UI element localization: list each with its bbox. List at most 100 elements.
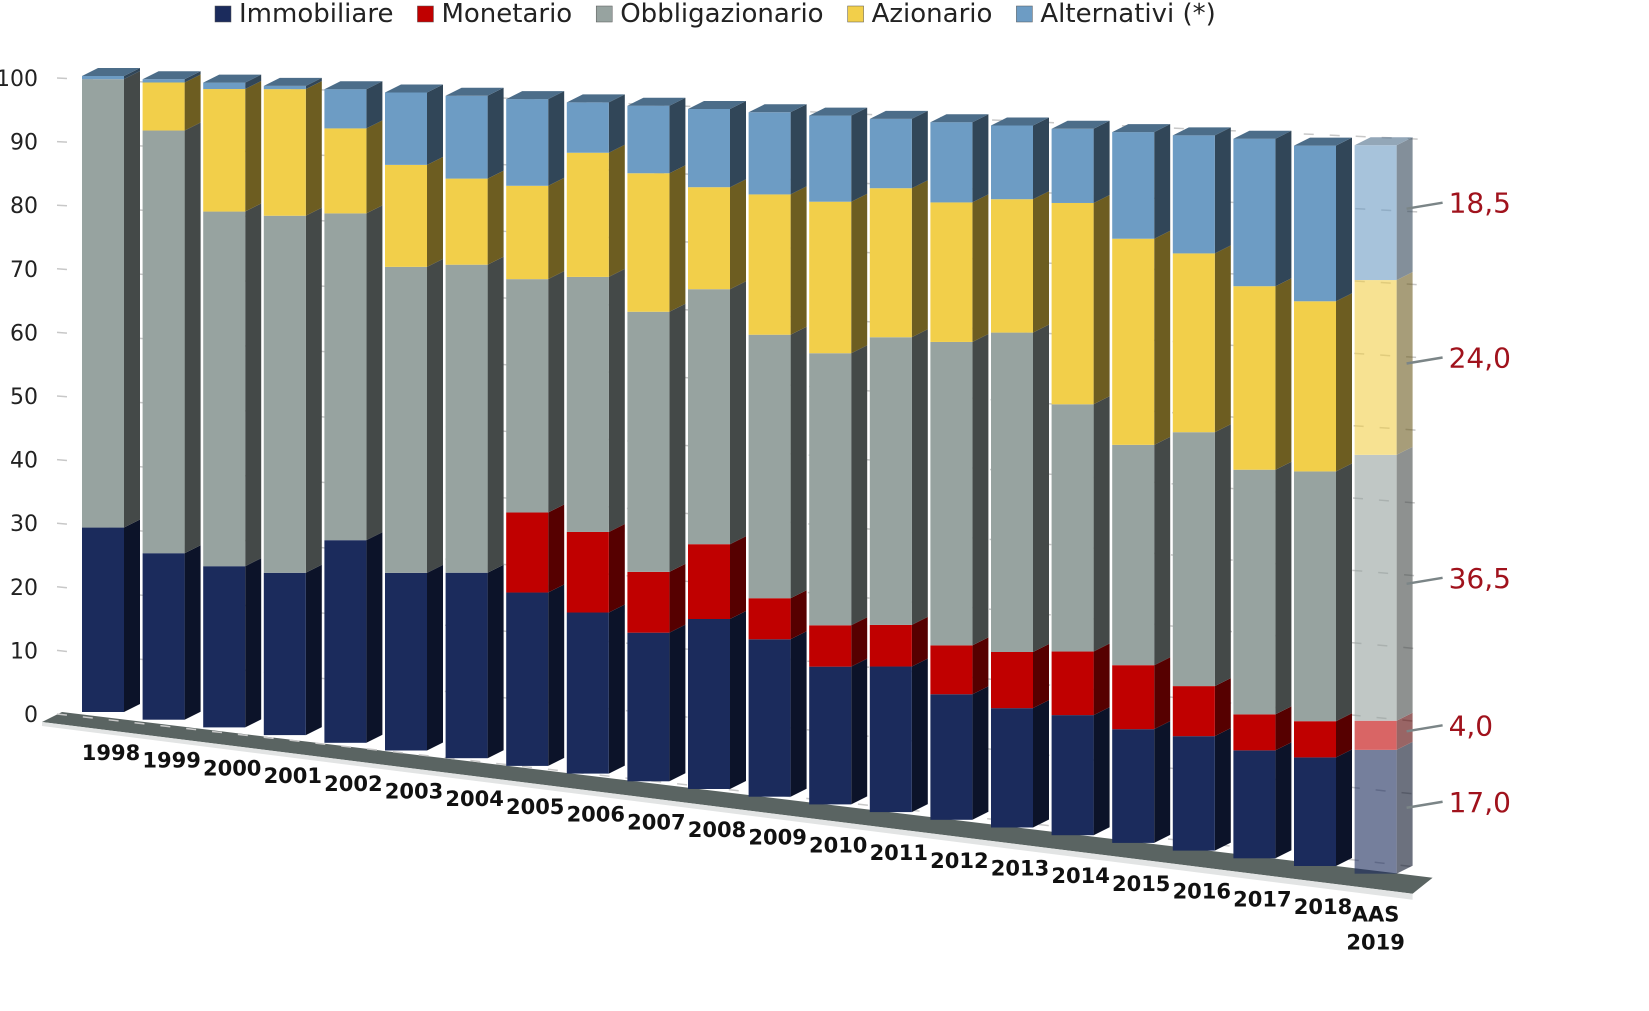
annotation-label: 4,0 bbox=[1449, 709, 1494, 742]
bar-side-Alternativi (*) bbox=[911, 110, 928, 189]
bar-segment-Alternativi (*) bbox=[1233, 138, 1276, 287]
x-tick-label: 2016 bbox=[1173, 880, 1231, 904]
legend-swatch-Alternativi (*) bbox=[1016, 5, 1033, 23]
bar-side-Azionario bbox=[851, 193, 868, 354]
bar-segment-Immobiliare bbox=[385, 572, 427, 751]
bar-segment-Alternativi (*) bbox=[748, 112, 791, 195]
bar-segment-Monetario bbox=[1294, 721, 1336, 758]
bar-side-Monetario bbox=[1275, 706, 1292, 751]
y-tick-label: 40 bbox=[10, 449, 38, 474]
bar-top bbox=[991, 117, 1049, 126]
bar-side-Alternativi (*) bbox=[669, 97, 686, 174]
bar-segment-Immobiliare bbox=[1112, 729, 1155, 843]
legend-swatch-Immobiliare bbox=[214, 5, 232, 23]
bar-segment-Monetario bbox=[506, 512, 549, 593]
bar-side-Immobiliare bbox=[1275, 742, 1292, 859]
bar-side-Obbligazionario bbox=[245, 203, 262, 567]
bar-segment-Obbligazionario bbox=[324, 213, 367, 541]
bar-segment-Azionario bbox=[1354, 280, 1397, 455]
annotation-leader bbox=[1406, 576, 1443, 586]
bar-2008 bbox=[688, 101, 746, 789]
x-tick-label: 2011 bbox=[870, 841, 928, 865]
bar-side-Monetario bbox=[790, 590, 807, 640]
bar-side-Immobiliare bbox=[548, 584, 565, 766]
bar-top bbox=[506, 91, 565, 100]
annotation-label: 17,0 bbox=[1449, 786, 1511, 819]
bar-segment-Immobiliare bbox=[809, 666, 852, 805]
bar-segment-Monetario bbox=[688, 544, 730, 619]
bar-segment-Azionario bbox=[1294, 301, 1336, 472]
y-tick-label: 80 bbox=[10, 194, 38, 219]
bar-side-Immobiliare bbox=[305, 564, 322, 736]
bar-side-Alternativi (*) bbox=[245, 74, 262, 90]
bar-side-Alternativi (*) bbox=[851, 107, 868, 202]
bar-segment-Alternativi (*) bbox=[506, 99, 549, 186]
bar-segment-Obbligazionario bbox=[1354, 454, 1397, 721]
bar-segment-Obbligazionario bbox=[991, 332, 1033, 652]
bar-2001 bbox=[263, 77, 322, 736]
bar-side-Azionario bbox=[911, 180, 928, 338]
bar-segment-Azionario bbox=[1051, 202, 1094, 405]
bar-segment-Monetario bbox=[930, 645, 973, 695]
annotation-label: 18,5 bbox=[1449, 187, 1511, 220]
bar-side-Obbligazionario bbox=[972, 333, 989, 646]
bar-segment-Azionario bbox=[991, 199, 1033, 333]
bar-side-Alternativi (*) bbox=[730, 101, 746, 188]
bar-segment-Alternativi (*) bbox=[1354, 145, 1397, 281]
x-tick-label: 1999 bbox=[142, 749, 200, 773]
bar-segment-Monetario bbox=[627, 571, 670, 633]
bar-segment-Azionario bbox=[142, 82, 185, 131]
bar-segment-Immobiliare bbox=[203, 566, 246, 728]
bar-side-Immobiliare bbox=[911, 658, 928, 813]
bar-side-Azionario bbox=[548, 177, 565, 280]
bar-side-Alternativi (*) bbox=[184, 71, 201, 83]
annotation-leader bbox=[1406, 201, 1443, 210]
legend-swatch-Monetario bbox=[417, 5, 434, 23]
bar-side-Monetario bbox=[911, 616, 928, 667]
bar-segment-Azionario bbox=[1233, 286, 1276, 470]
bar-segment-Immobiliare bbox=[869, 666, 912, 813]
bar-side-Alternativi (*) bbox=[1214, 127, 1231, 254]
bar-segment-Obbligazionario bbox=[627, 311, 670, 572]
y-tick-label: 100 bbox=[0, 67, 38, 92]
bar-top bbox=[748, 104, 807, 113]
legend-label: Azionario bbox=[872, 0, 993, 29]
bar-segment-Alternativi (*) bbox=[82, 76, 124, 80]
bar-side-Azionario bbox=[1396, 272, 1413, 455]
bar-segment-Obbligazionario bbox=[688, 289, 730, 545]
bar-side-Obbligazionario bbox=[1275, 461, 1292, 715]
bar-side-Alternativi (*) bbox=[548, 91, 565, 186]
x-tick-label: AAS 2019 bbox=[1346, 903, 1404, 955]
floor bbox=[42, 712, 1433, 894]
bar-side-Immobiliare bbox=[1093, 707, 1110, 836]
bar-segment-Obbligazionario bbox=[1112, 444, 1155, 666]
x-tick-label: 2001 bbox=[264, 764, 322, 788]
bar-segment-Obbligazionario bbox=[869, 337, 912, 625]
bar-2004 bbox=[445, 87, 504, 759]
legend-label: Alternativi (*) bbox=[1040, 0, 1215, 29]
bar-2013 bbox=[991, 117, 1049, 828]
bar-segment-Monetario bbox=[1172, 686, 1215, 737]
x-tick-label: 2000 bbox=[203, 756, 261, 780]
x-tick-label: 2012 bbox=[930, 849, 988, 873]
x-tick-label: 2018 bbox=[1294, 895, 1352, 919]
floor-edge bbox=[42, 722, 1413, 900]
bar-side-Immobiliare bbox=[790, 631, 807, 797]
bar-segment-Azionario bbox=[748, 194, 791, 335]
bar-segment-Alternativi (*) bbox=[1051, 128, 1094, 203]
bar-side-Immobiliare bbox=[1154, 721, 1171, 843]
bar-side-Obbligazionario bbox=[669, 303, 686, 572]
bar-side-Immobiliare bbox=[1336, 749, 1352, 866]
bar-side-Azionario bbox=[790, 186, 807, 335]
bar-side-Monetario bbox=[1336, 713, 1352, 758]
bar-segment-Alternativi (*) bbox=[627, 105, 670, 174]
bar-segment-Monetario bbox=[869, 624, 912, 667]
bar-side-Alternativi (*) bbox=[1154, 124, 1171, 239]
bar-side-Azionario bbox=[1033, 191, 1049, 333]
bar-side-Azionario bbox=[427, 156, 443, 267]
bar-1998 bbox=[82, 68, 140, 712]
bar-side-Monetario bbox=[608, 523, 625, 613]
bar-top bbox=[627, 97, 686, 106]
bar-segment-Immobiliare bbox=[1172, 736, 1215, 851]
